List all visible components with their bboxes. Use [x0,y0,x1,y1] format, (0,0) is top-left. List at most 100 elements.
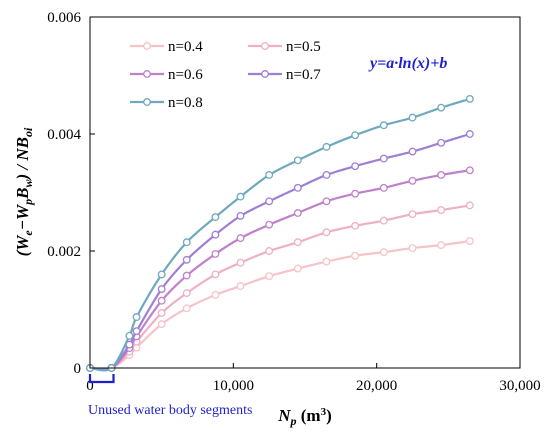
legend-label: n=0.4 [168,39,203,55]
data-point [157,296,166,305]
data-point [379,154,388,163]
data-point [265,272,274,281]
legend-label: n=0.5 [286,39,321,55]
data-point [322,142,331,151]
series-n=0.4 [86,237,474,372]
data-point [132,313,141,322]
data-point [465,237,474,246]
data-point [236,258,245,267]
data-point [322,257,331,266]
equation-annotation: y=a·ln(x)+b [368,55,447,72]
data-point [236,282,245,291]
data-point [211,213,220,222]
data-point [293,183,302,192]
data-point [408,210,417,219]
series-n=0.5 [86,201,474,372]
data-point [322,170,331,179]
data-point [465,166,474,175]
data-point [437,170,446,179]
legend-marker [143,98,151,106]
data-point [157,270,166,279]
data-point [182,238,191,247]
data-point [132,327,141,336]
data-point [322,197,331,206]
data-point [408,176,417,185]
data-point [465,130,474,138]
series-n=0.8 [86,94,474,372]
data-point [465,94,474,103]
legend-marker [143,70,151,78]
plot-frame [89,16,521,369]
data-point [351,189,360,198]
data-point [351,131,360,140]
data-point [437,206,446,214]
series-line [89,204,471,371]
data-point [236,234,245,243]
data-point [293,238,302,247]
legend-label: n=0.6 [168,67,203,83]
x-tick-label: 30,000 [499,378,540,394]
legend-marker [261,42,269,50]
data-point [265,197,274,206]
data-point [211,270,220,279]
data-point [465,201,474,210]
data-point [157,320,166,329]
legend-item: n=0.6 [130,67,203,83]
series-line [89,239,470,371]
tick-labels: 0 10,000 20,000 30,000 0 0.002 0.004 0.006 [47,10,540,394]
legend-item: n=0.5 [248,39,321,55]
legend: n=0.4 n=0.5 n=0.6 n=0.7 n=0.8 [130,39,321,111]
data-point [322,228,331,237]
legend-item: n=0.7 [248,67,321,83]
data-point [293,209,302,217]
series-line [89,169,471,371]
y-tick-label: 0.006 [47,10,81,26]
plot-layer [86,94,474,372]
series-line [89,132,471,371]
data-point [182,289,191,298]
data-point [211,290,220,299]
series-line [89,97,471,372]
x-tick-label: 0 [86,378,94,394]
data-point [408,113,417,122]
data-point [293,264,302,273]
data-point [236,211,245,220]
data-point [236,192,245,201]
unused-segment-bracket [88,374,115,384]
legend-marker [261,70,269,78]
axes-layer [89,16,521,369]
data-point [408,147,417,156]
data-point [437,241,446,250]
data-point [211,249,220,258]
unused-segment-annotation: Unused water body segments [88,403,252,418]
y-axis-title: (We−WpBw) / NBoi [13,127,35,256]
data-point [379,121,388,130]
legend-item: n=0.4 [130,39,203,55]
data-point [182,255,191,264]
data-point [437,103,446,112]
x-tick-label: 10,000 [213,378,254,394]
data-point [182,304,191,313]
data-point [437,138,446,147]
data-point [379,183,388,192]
data-point [265,220,274,229]
data-point [157,285,166,293]
data-point [157,309,166,317]
x-tick-label: 20,000 [356,378,397,394]
data-point [351,162,360,171]
y-tick-label: 0.004 [47,127,81,143]
series-n=0.7 [86,130,474,372]
data-point [408,244,417,253]
data-point [125,331,134,340]
data-point [182,271,191,280]
data-point [265,247,274,255]
x-axis-title: Np (m3) [277,406,332,428]
legend-marker [143,42,151,50]
data-point [265,170,274,179]
data-point [379,248,388,257]
y-tick-label: 0 [74,361,82,377]
data-point [211,230,220,239]
legend-item: n=0.8 [130,95,203,111]
y-tick-label: 0.002 [47,244,81,260]
